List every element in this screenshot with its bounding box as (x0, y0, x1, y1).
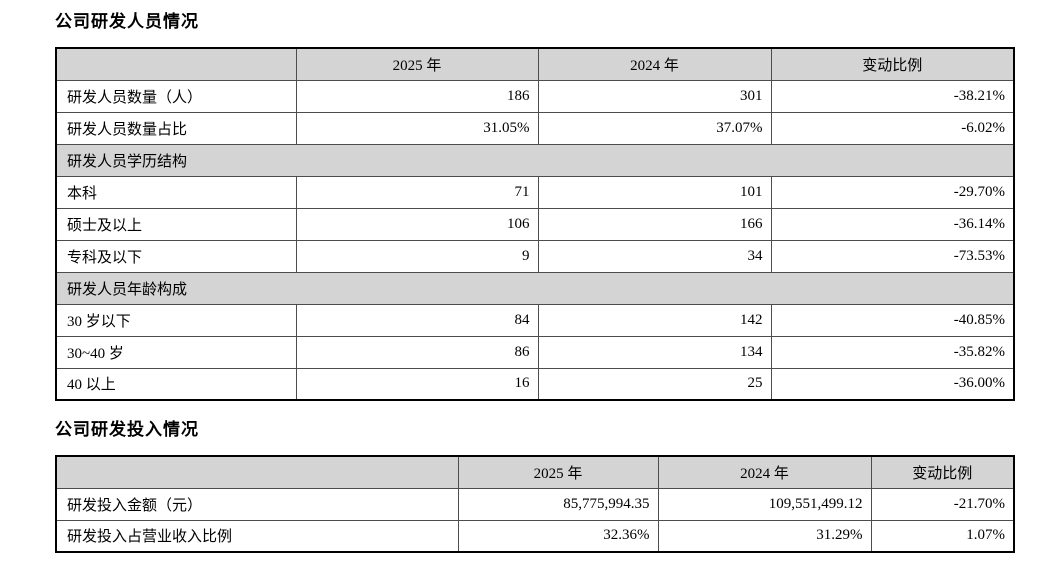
value-2024: 25 (537, 367, 772, 401)
value-2024: 37.07% (537, 111, 772, 145)
header-year-2024: 2024 年 (657, 455, 872, 489)
row-label: 本科 (55, 175, 297, 209)
section-label: 研发人员年龄构成 (55, 271, 1015, 305)
value-2025: 86 (295, 335, 539, 369)
table-row: 专科及以下 9 34 -73.53% (55, 239, 1015, 273)
value-change-ratio: 1.07% (870, 519, 1015, 553)
section-label: 研发人员学历结构 (55, 143, 1015, 177)
value-2025: 85,775,994.35 (457, 487, 659, 521)
table-row: 研发投入金额（元） 85,775,994.35 109,551,499.12 -21.… (55, 487, 1015, 521)
header-year-2025: 2025 年 (295, 47, 539, 81)
value-change-ratio: -21.70% (870, 487, 1015, 521)
header-blank-cell (55, 47, 297, 81)
row-label: 专科及以下 (55, 239, 297, 273)
table-row: 30 岁以下 84 142 -40.85% (55, 303, 1015, 337)
table-row: 40 以上 16 25 -36.00% (55, 367, 1015, 401)
rd-personnel-title: 公司研发人员情况 (55, 12, 199, 31)
value-change-ratio: -40.85% (770, 303, 1015, 337)
value-2024: 31.29% (657, 519, 872, 553)
header-year-2024: 2024 年 (537, 47, 772, 81)
header-change-ratio: 变动比例 (870, 455, 1015, 489)
value-change-ratio: -38.21% (770, 79, 1015, 113)
table-row: 30~40 岁 86 134 -35.82% (55, 335, 1015, 369)
value-2024: 34 (537, 239, 772, 273)
value-change-ratio: -29.70% (770, 175, 1015, 209)
value-2024: 142 (537, 303, 772, 337)
value-change-ratio: -73.53% (770, 239, 1015, 273)
table-row: 本科 71 101 -29.70% (55, 175, 1015, 209)
value-2024: 301 (537, 79, 772, 113)
table-row: 研发投入占营业收入比例 32.36% 31.29% 1.07% (55, 519, 1015, 553)
table-row: 研发人员数量（人） 186 301 -38.21% (55, 79, 1015, 113)
row-label: 研发投入金额（元） (55, 487, 459, 521)
value-2025: 16 (295, 367, 539, 401)
row-label: 30~40 岁 (55, 335, 297, 369)
table-header-row: 2025 年 2024 年 变动比例 (55, 47, 1015, 81)
header-change-ratio: 变动比例 (770, 47, 1015, 81)
value-2025: 32.36% (457, 519, 659, 553)
value-change-ratio: -36.14% (770, 207, 1015, 241)
value-2025: 84 (295, 303, 539, 337)
value-2024: 134 (537, 335, 772, 369)
value-change-ratio: -6.02% (770, 111, 1015, 145)
section-header-row: 研发人员学历结构 (55, 143, 1015, 177)
table-row: 研发人员数量占比 31.05% 37.07% -6.02% (55, 111, 1015, 145)
row-label: 研发人员数量（人） (55, 79, 297, 113)
rd-investment-table: 2025 年 2024 年 变动比例 研发投入金额（元） 85,775,994.3… (55, 455, 1015, 553)
row-label: 40 以上 (55, 367, 297, 401)
row-label: 研发人员数量占比 (55, 111, 297, 145)
value-2025: 9 (295, 239, 539, 273)
header-blank-cell (55, 455, 459, 489)
table-row: 硕士及以上 106 166 -36.14% (55, 207, 1015, 241)
section-header-row: 研发人员年龄构成 (55, 271, 1015, 305)
rd-investment-title: 公司研发投入情况 (55, 420, 199, 439)
value-2024: 166 (537, 207, 772, 241)
table-header-row: 2025 年 2024 年 变动比例 (55, 455, 1015, 489)
value-2025: 106 (295, 207, 539, 241)
value-2024: 109,551,499.12 (657, 487, 872, 521)
value-2024: 101 (537, 175, 772, 209)
row-label: 硕士及以上 (55, 207, 297, 241)
row-label: 30 岁以下 (55, 303, 297, 337)
value-2025: 71 (295, 175, 539, 209)
value-2025: 186 (295, 79, 539, 113)
row-label: 研发投入占营业收入比例 (55, 519, 459, 553)
header-year-2025: 2025 年 (457, 455, 659, 489)
value-change-ratio: -35.82% (770, 335, 1015, 369)
rd-personnel-table: 2025 年 2024 年 变动比例 研发人员数量（人） 186 301 -38.21… (55, 47, 1015, 401)
value-change-ratio: -36.00% (770, 367, 1015, 401)
value-2025: 31.05% (295, 111, 539, 145)
